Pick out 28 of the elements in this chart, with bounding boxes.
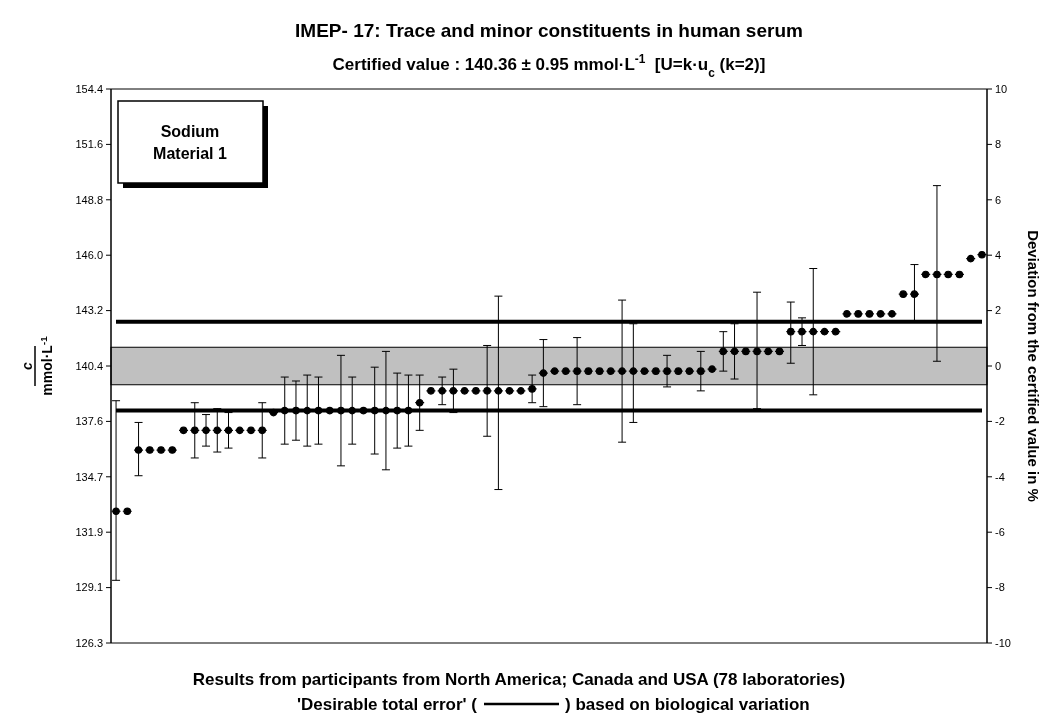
y2-tick-label: -8	[995, 581, 1005, 594]
text: Results from participants from North America; Canada and USA (78 laboratories)	[192, 670, 846, 689]
text: 'Desirable total error' ( ) based on biological variation	[296, 695, 810, 714]
y2-tick-label: -6	[995, 526, 1005, 539]
y2-tick-label: 10	[995, 82, 1008, 95]
chart-subtitle: Certified value : 140.36 ± 0.95 mmol·L$^{-1}$ [U=k·u$_{c}$ (k=2)]	[332, 52, 766, 80]
y-tick-label: 146.0	[75, 249, 103, 262]
y2-tick-label: 0	[995, 359, 1002, 372]
y-tick-label: 154.4	[75, 82, 103, 95]
y-tick-label: 137.6	[75, 415, 103, 428]
y-tick-label: 126.3	[75, 636, 103, 649]
y2-tick-label: 6	[995, 193, 1002, 206]
y-tick-label: 134.7	[75, 470, 103, 483]
chart-title: IMEP- 17: Trace and minor constituents in human serum	[295, 20, 803, 41]
y-tick-label: 140.4	[75, 359, 103, 372]
annotation: Sodium Material 1	[153, 122, 228, 162]
y2-axis-title: Deviation from the certified value in %	[1025, 230, 1042, 502]
y-tick-label: 151.6	[75, 138, 103, 151]
y2-tick-label: 8	[995, 138, 1002, 151]
y-tick-label: 143.2	[75, 304, 103, 317]
y2-tick-label: -2	[995, 415, 1005, 428]
y-tick-label: 131.9	[75, 526, 103, 539]
y2-tick-label: -10	[995, 636, 1011, 649]
y-tick-label: 148.8	[75, 193, 103, 206]
y2-tick-label: 4	[995, 249, 1002, 262]
y-tick-label: 129.1	[75, 581, 103, 594]
y2-tick-label: 2	[995, 304, 1002, 317]
y2-tick-label: -4	[995, 470, 1005, 483]
